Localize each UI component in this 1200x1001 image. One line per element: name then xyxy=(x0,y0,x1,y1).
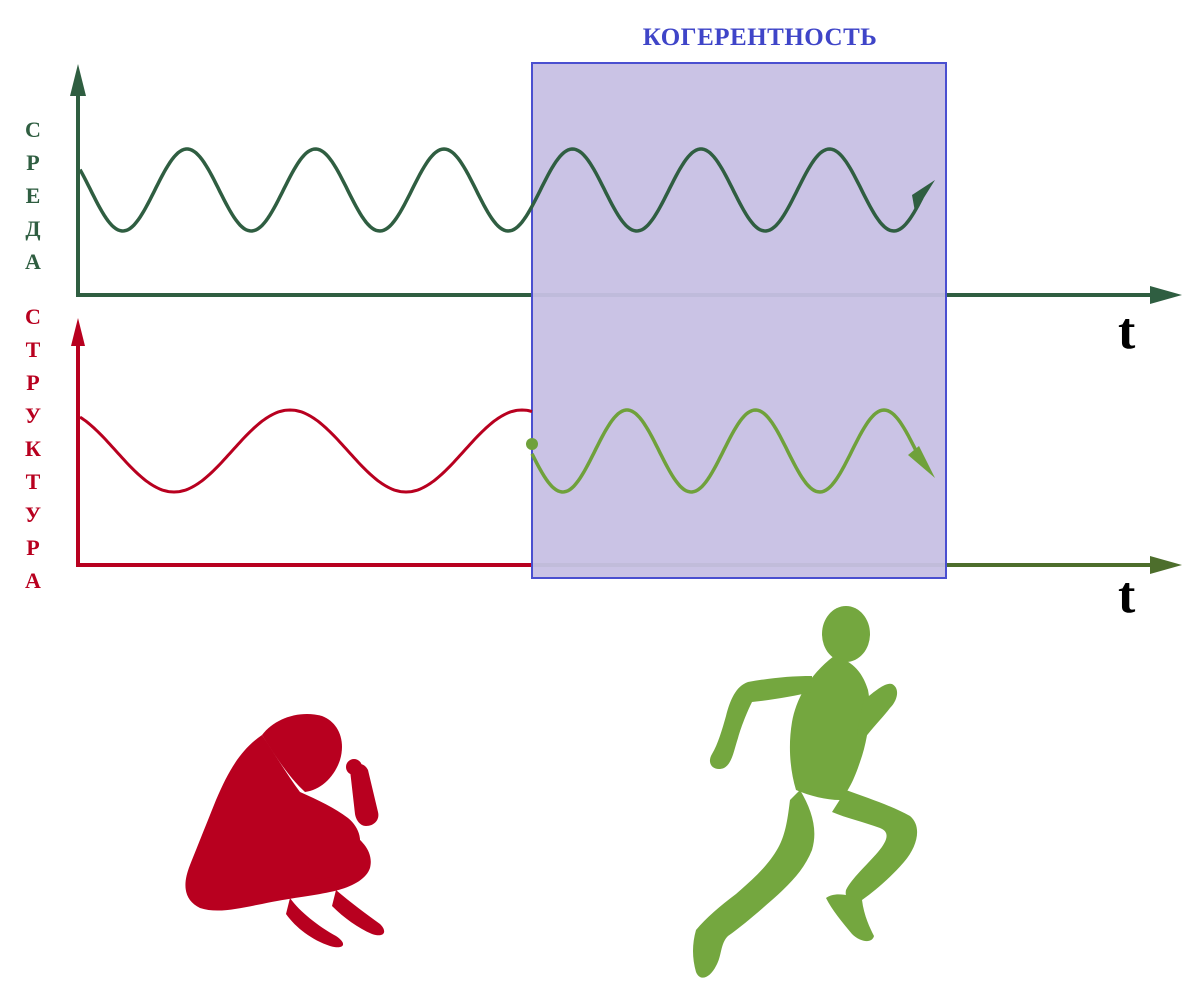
time-axis-label-top: t xyxy=(1118,303,1136,360)
structure_label-letter: У xyxy=(25,403,41,428)
environment_label-letter: Е xyxy=(26,183,41,208)
environment-wave-arrowhead xyxy=(912,180,935,212)
running-person-silhouette xyxy=(693,606,918,978)
environment-y-arrowhead xyxy=(70,64,86,96)
environment-wave xyxy=(78,147,924,233)
structure_label-letter: У xyxy=(25,502,41,527)
structure-wave-incoherent xyxy=(79,408,533,494)
structure_label-letter: А xyxy=(25,568,41,593)
structure_label-letter: С xyxy=(25,304,41,329)
structure-x-arrowhead xyxy=(1150,556,1182,574)
environment_label-letter: С xyxy=(25,117,41,142)
transition-point xyxy=(526,438,538,450)
structure_label-letter: Р xyxy=(26,535,39,560)
structure-wave-arrowhead xyxy=(908,446,935,478)
structure_label-letter: Т xyxy=(26,337,41,362)
dejected-person-silhouette xyxy=(185,714,385,948)
environment_label-letter: Д xyxy=(25,216,40,241)
coherence-title: КОГЕРЕНТНОСТЬ xyxy=(643,24,878,51)
structure_label-letter: Р xyxy=(26,370,39,395)
structure-y-arrowhead xyxy=(71,318,85,346)
environment_label-letter: А xyxy=(25,249,41,274)
environment-x-arrowhead xyxy=(1150,286,1182,304)
structure_label-letter: К xyxy=(25,436,41,461)
structure_label-letter: Т xyxy=(26,469,41,494)
structure-wave-coherent xyxy=(530,408,922,494)
time-axis-label-bottom: t xyxy=(1118,567,1136,624)
environment_label-letter: Р xyxy=(26,150,39,175)
coherence-region xyxy=(531,62,947,579)
